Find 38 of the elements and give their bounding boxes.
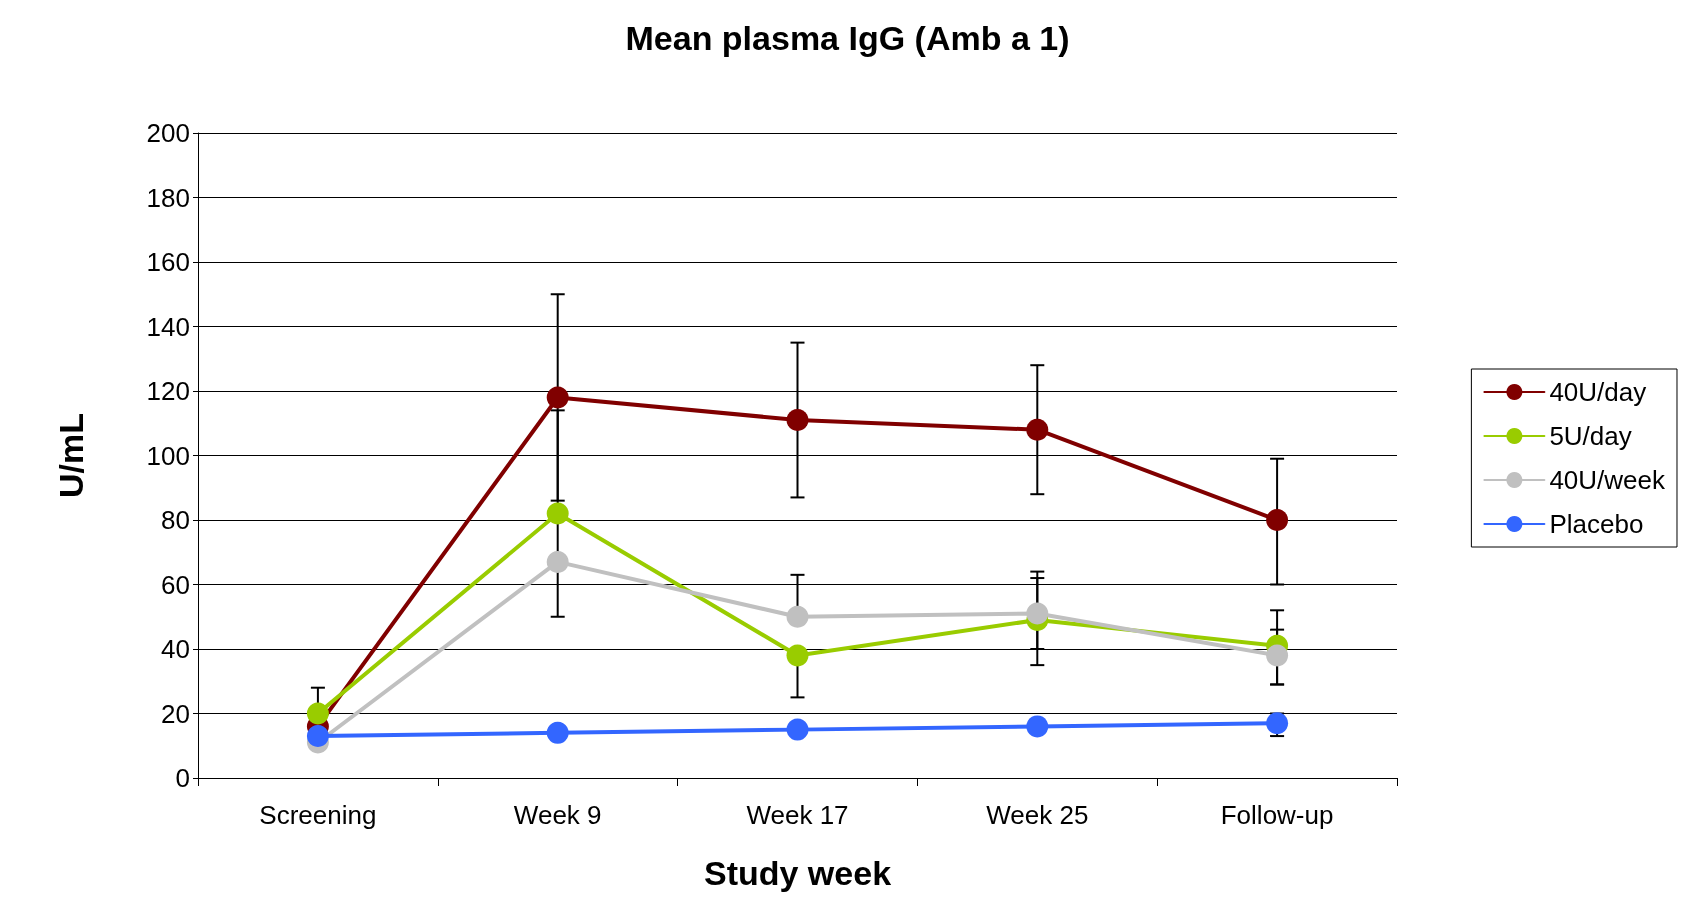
chart-title: Mean plasma IgG (Amb a 1) <box>625 19 1070 57</box>
point <box>1026 715 1049 738</box>
point <box>546 550 569 573</box>
legend-label: 40U/day <box>1549 377 1647 407</box>
point <box>1026 602 1049 625</box>
point <box>786 718 809 741</box>
y-tick-label: 0 <box>175 763 190 793</box>
point <box>786 409 809 432</box>
y-tick-label: 160 <box>146 247 190 277</box>
y-tick-label: 120 <box>146 376 190 406</box>
x-tick-label: Follow-up <box>1220 800 1334 830</box>
point <box>1266 509 1289 531</box>
y-tick-label: 20 <box>161 698 190 729</box>
y-tick-label: 60 <box>161 569 190 600</box>
point <box>1266 644 1289 667</box>
x-tick-label: Week 9 <box>513 800 602 830</box>
point <box>546 721 569 744</box>
x-tick-label: Week 25 <box>986 800 1089 830</box>
point <box>786 644 809 667</box>
y-tick-label: 140 <box>146 311 190 342</box>
point <box>546 502 569 525</box>
point <box>546 386 569 409</box>
y-axis-title: U/mL <box>52 413 90 498</box>
y-tick-label: 40 <box>161 634 190 664</box>
y-tick-label: 180 <box>146 182 190 213</box>
x-axis-title: Study week <box>703 854 892 892</box>
x-tick-label: Week 17 <box>746 800 849 830</box>
legend-label: Placebo <box>1549 509 1644 539</box>
point <box>306 725 329 748</box>
y-tick-label: 200 <box>146 118 190 148</box>
x-tick-label: Screening <box>259 800 377 830</box>
point <box>306 702 329 725</box>
y-tick-label: 100 <box>146 440 190 471</box>
legend-label: 5U/day <box>1549 421 1632 451</box>
y-tick-label: 80 <box>161 505 190 535</box>
point <box>786 605 809 628</box>
point <box>1026 418 1049 441</box>
legend-label: 40U/week <box>1549 465 1666 495</box>
